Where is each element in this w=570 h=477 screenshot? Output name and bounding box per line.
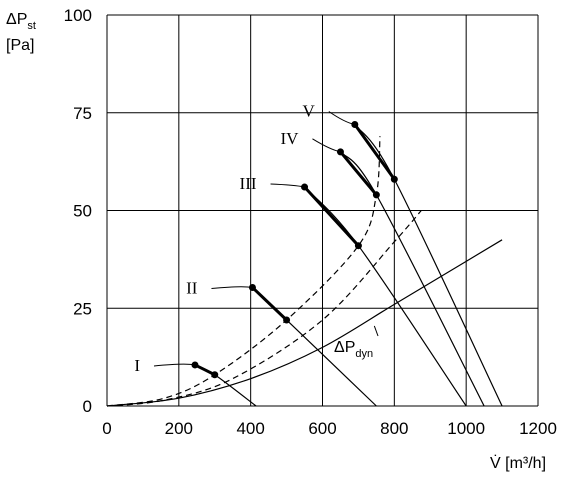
y-tick-label: 50: [73, 202, 92, 221]
dynamic-pressure-curve: [106, 239, 503, 407]
dynamic-pressure-label: ΔPdyn: [334, 339, 373, 360]
fan-curve-i-label: I: [134, 356, 140, 375]
dynamic-pressure-leader: [373, 325, 379, 337]
y-tick-label: 100: [64, 6, 92, 25]
fan-curve-v: [354, 124, 503, 407]
fan-curve-iv-label: IV: [281, 129, 300, 148]
fan-curve-ii-point: [283, 316, 291, 324]
fan-curve-v-operating-range: [353, 123, 396, 181]
fan-curve-i-point: [211, 371, 219, 379]
fan-curve-iv: [339, 151, 485, 407]
y-axis-unit: [Pa]: [6, 37, 34, 54]
x-tick-label: 1000: [447, 419, 485, 438]
x-tick-label: 600: [308, 419, 336, 438]
fan-curve-iv-point: [372, 191, 380, 199]
fan-curve-v-label: V: [303, 101, 316, 120]
fan-curve-iii-operating-range: [303, 186, 360, 247]
fan-curve-v-point: [390, 175, 398, 183]
tick-labels: 0 200 400 600 800 1000 1200 0 25 50 75 100: [64, 6, 557, 438]
x-tick-label: 400: [236, 419, 264, 438]
grid: [106, 14, 539, 407]
fan-curve-iv-leader: [312, 138, 341, 153]
y-tick-label: 25: [73, 299, 92, 318]
fan-curve-ii-leader: [211, 286, 253, 290]
system-curve-2: [106, 210, 422, 407]
y-tick-label: 75: [73, 104, 92, 123]
fan-curve-iii-leader: [270, 183, 305, 188]
x-axis-label: V̇ [m³/h]: [490, 454, 546, 472]
x-tick-label: 800: [380, 419, 408, 438]
fan-curve-ii-label: II: [186, 279, 198, 298]
fan-curve-iii-label: III: [240, 174, 257, 193]
y-axis-label: ΔPst: [6, 11, 36, 32]
x-tick-label: 0: [102, 419, 111, 438]
x-tick-label: 1200: [519, 419, 557, 438]
fan-curve-v-leader: [328, 111, 355, 125]
x-tick-label: 200: [165, 419, 193, 438]
y-tick-label: 0: [83, 397, 92, 416]
fan-curve-iii-point: [354, 242, 362, 250]
fan-curve-iv-operating-range: [339, 150, 378, 196]
fan-curve-ii-operating-range: [251, 286, 288, 322]
fan-curve-iii: [304, 186, 467, 407]
fan-curve-i-leader: [153, 363, 196, 367]
